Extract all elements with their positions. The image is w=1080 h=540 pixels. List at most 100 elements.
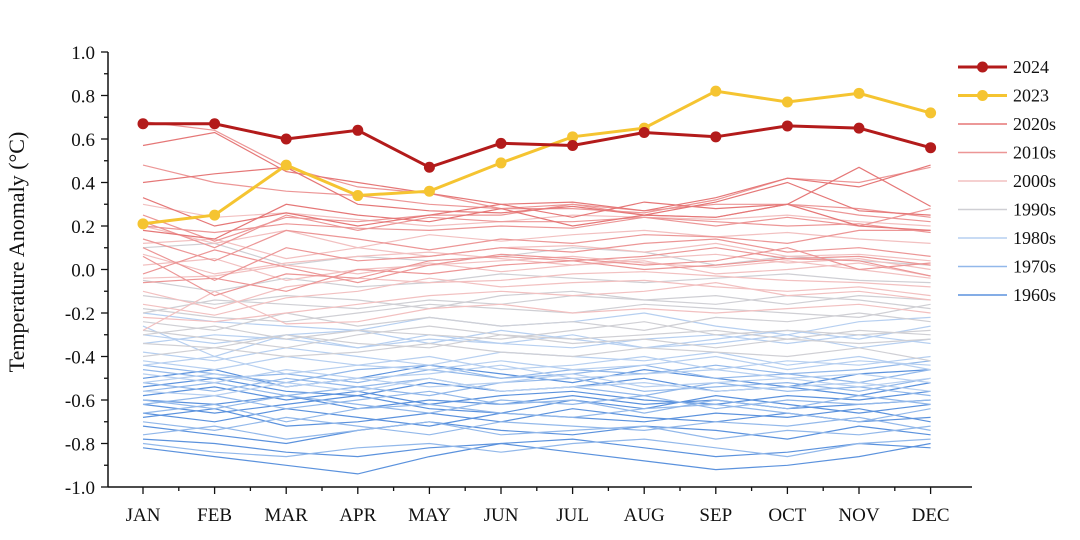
x-tick-label-feb: FEB: [197, 505, 232, 526]
legend-label-2024: 2024: [1013, 57, 1049, 77]
y-tick-label: 0.6: [71, 130, 95, 151]
decade-line-1980s-5: [142, 364, 931, 384]
legend-label-2023: 2023: [1013, 86, 1049, 106]
point-2024-sep: [710, 131, 722, 143]
point-2024-jun: [495, 137, 507, 149]
y-tick-label: 0.2: [71, 217, 95, 238]
point-2024-apr: [352, 124, 364, 136]
x-ticks: JAN FEB MAR APR MAY JUN JUL AUG SEP OCT NOV DEC: [126, 487, 950, 526]
x-tick-label-oct: OCT: [768, 505, 806, 526]
decade-line-2000s-8: [142, 277, 931, 316]
point-2024-oct: [781, 120, 793, 132]
y-tick-label: 0.8: [71, 87, 95, 108]
decade-line-1970s-10: [142, 360, 931, 384]
decade-line-1990s-7: [142, 334, 931, 349]
legend: 2024 2023 2020s 2010s 2000s 1990s 1980s 1970s 19…: [958, 57, 1056, 305]
decade-line-2020s-2: [142, 166, 931, 216]
legend-label-2020s: 2020s: [1013, 114, 1056, 134]
legend-marker-2024: [977, 61, 988, 73]
point-2023-apr: [352, 190, 364, 202]
x-tick-label-mar: MAR: [265, 505, 309, 526]
decade-line-2010s-5: [142, 216, 931, 234]
point-2023-may: [423, 185, 435, 197]
decade-line-1970s-7: [142, 390, 931, 414]
x-tick-label-sep: SEP: [699, 505, 732, 526]
point-2023-nov: [853, 87, 865, 99]
decade-line-1970s-5: [142, 416, 931, 436]
decade-line-1970s-9: [142, 438, 931, 458]
series-line-2024: [143, 122, 931, 169]
decade-line-2020s-4: [142, 203, 931, 240]
x-tick-label-jun: JUN: [484, 505, 519, 526]
point-2024-jul: [567, 140, 579, 152]
decade-line-2010s-6: [142, 229, 931, 262]
decade-line-1990s-8: [142, 342, 931, 362]
decade-line-2010s-9: [142, 247, 931, 284]
legend-label-1960s: 1960s: [1013, 285, 1056, 305]
y-axis-title: Temperature Anomaly (°C): [4, 132, 29, 373]
decade-line-1970s-1: [142, 364, 931, 384]
x-tick-label-dec: DEC: [912, 505, 950, 526]
decade-line-1990s-9: [142, 294, 931, 314]
point-2024-aug: [638, 126, 650, 138]
y-tick-label: -0.6: [65, 391, 95, 412]
decade-line-2000s-1: [142, 203, 931, 227]
decade-line-2010s-4: [142, 208, 931, 249]
decade-line-2000s-2: [142, 225, 931, 249]
decade-line-2000s-3: [142, 238, 931, 262]
point-2023-jul: [567, 131, 579, 143]
y-ticks: 1.0 0.8 0.6 0.4 0.2 0.0 -0.2 -0.4 -0.6 -0.8 -1.0: [65, 43, 108, 499]
legend-label-1990s: 1990s: [1013, 200, 1056, 220]
legend-label-2010s: 2010s: [1013, 143, 1056, 163]
decade-line-2000s-10: [142, 290, 931, 331]
y-tick-label: 0.4: [71, 174, 95, 195]
point-2024-nov: [853, 122, 865, 134]
x-tick-label-nov: NOV: [838, 505, 879, 526]
x-tick-label-may: MAY: [408, 505, 451, 526]
decade-line-1980s-10: [142, 377, 931, 397]
decade-line-1990s-2: [142, 273, 931, 292]
decade-line-2010s-10: [142, 257, 931, 292]
decade-line-1970s-4: [142, 403, 931, 423]
legend-label-1980s: 1980s: [1013, 228, 1056, 248]
decade-line-2010s-8: [142, 247, 931, 297]
y-tick-label: -0.2: [65, 304, 95, 325]
decade-line-2010s-1: [142, 121, 931, 214]
point-2023-dec: [925, 107, 937, 119]
point-2024-may: [423, 161, 435, 173]
decade-line-1980s-9: [142, 355, 931, 371]
point-2023-mar: [280, 159, 292, 171]
legend-label-1970s: 1970s: [1013, 257, 1056, 277]
decade-line-2020s-3: [142, 166, 931, 227]
point-2023-feb: [209, 209, 221, 221]
point-2023-oct: [781, 96, 793, 108]
decade-line-1960s-10: [142, 394, 931, 414]
decade-line-1990s-4: [142, 303, 931, 323]
decade-line-1990s-1: [142, 242, 931, 266]
decade-line-1970s-6: [142, 377, 931, 397]
point-2023-jun: [495, 157, 507, 169]
decade-line-2000s-6: [142, 260, 931, 279]
point-2023-sep: [710, 85, 722, 97]
decade-line-1960s-2: [142, 394, 931, 410]
decade-line-1990s-10: [142, 325, 931, 349]
point-2024-jan: [137, 118, 149, 130]
y-tick-label: -1.0: [65, 478, 95, 499]
decade-line-2000s-7: [142, 271, 931, 310]
point-2023-jan: [137, 218, 149, 230]
decade-line-2020s-1: [142, 131, 931, 212]
y-tick-label: 0.0: [71, 261, 95, 282]
series-line-2023: [142, 89, 931, 226]
x-tick-label-jan: JAN: [126, 505, 161, 526]
decade-line-1990s-5: [142, 312, 931, 332]
decade-lines: [142, 121, 931, 475]
y-tick-label: -0.8: [65, 435, 95, 456]
x-tick-label-apr: APR: [339, 505, 376, 526]
point-2024-mar: [280, 133, 292, 145]
decade-line-2010s-2: [142, 164, 931, 218]
decade-line-1980s-4: [142, 355, 931, 375]
y-tick-label: 1.0: [71, 43, 95, 64]
decade-line-1970s-8: [142, 421, 931, 440]
decade-line-2000s-9: [142, 281, 931, 323]
